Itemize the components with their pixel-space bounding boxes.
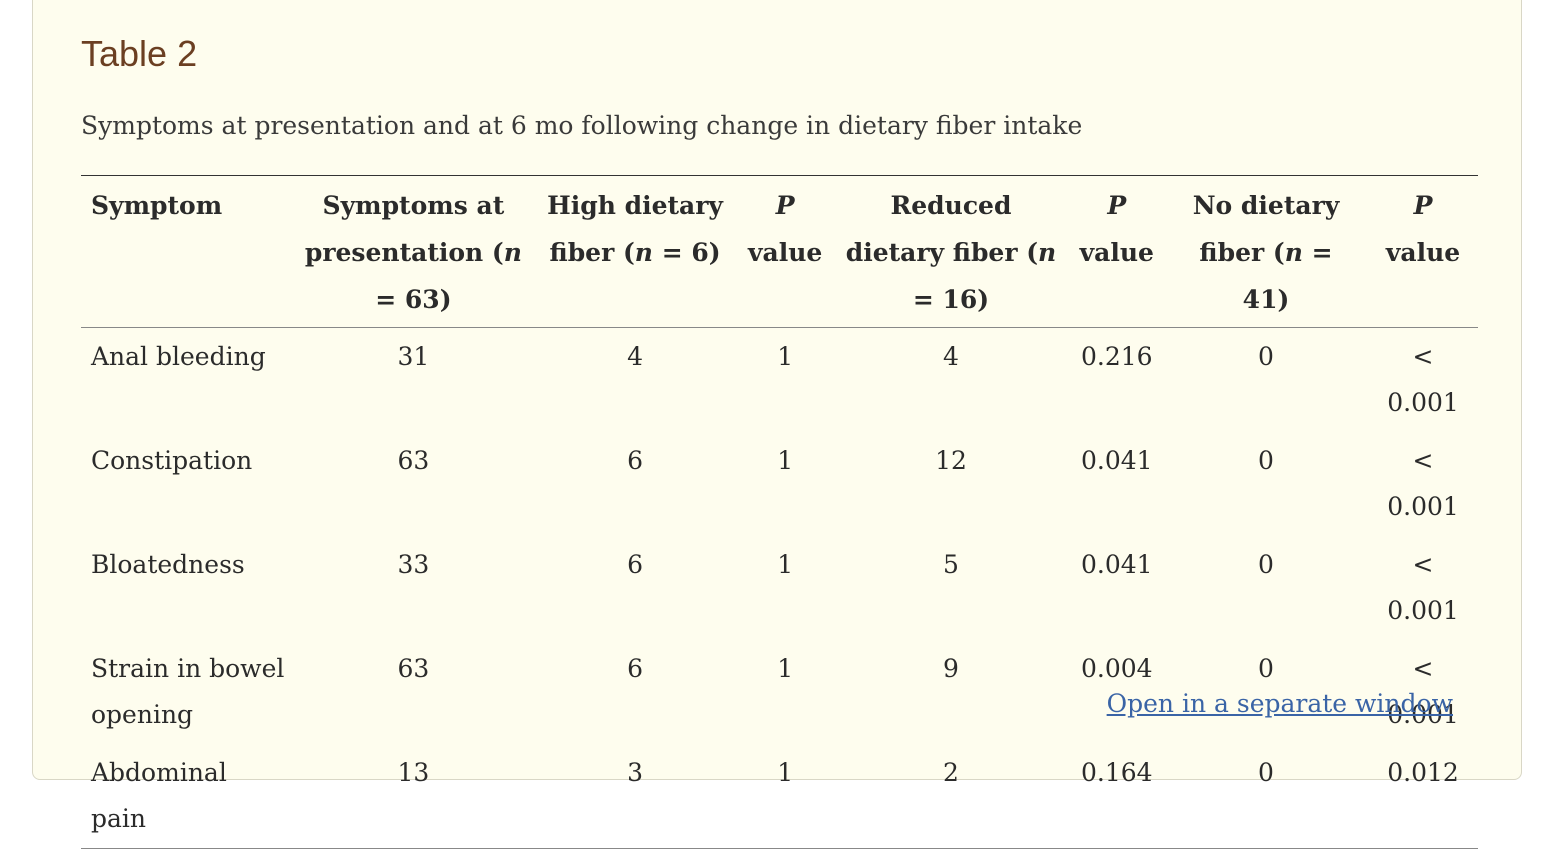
column-header-no-fiber: No dietary fiber (n = 41) [1164, 176, 1368, 328]
table-row: Bloatedness 33 6 1 5 0.041 0 < 0.001 [81, 536, 1478, 640]
table-row: Constipation 63 6 1 12 0.041 0 < 0.001 [81, 432, 1478, 536]
table-row: Abdominal pain 13 3 1 2 0.164 0 0.012 [81, 744, 1478, 849]
column-header-p-value-high: P value [738, 176, 832, 328]
table-cell: 1 [777, 342, 794, 371]
table-panel: Table 2 Symptoms at presentation and at … [32, 0, 1522, 849]
data-table: Symptom Symptoms at presentation (n = 63… [81, 175, 1478, 849]
table-title: Table 2 [81, 33, 198, 74]
column-header-p-value-none: P value [1368, 176, 1478, 328]
table-cell: 0.041 [1081, 446, 1153, 475]
header-row: Symptom Symptoms at presentation (n = 63… [81, 175, 1478, 328]
column-header-high-fiber-text: High dietary fiber (n = 6) [547, 191, 723, 267]
column-header-reduced-fiber: Reduced dietary fiber (n = 16) [832, 176, 1069, 328]
table-cell: Constipation [91, 446, 253, 475]
table-cell: 0.164 [1081, 758, 1153, 787]
table-cell: 0 [1258, 550, 1274, 579]
table-caption: Symptoms at presentation and at 6 mo fol… [81, 111, 1083, 140]
table-cell: 4 [943, 342, 959, 371]
table-cell: < 0.001 [1387, 654, 1459, 729]
table-cell: 2 [943, 758, 959, 787]
table-cell: 0 [1258, 654, 1274, 683]
table-cell: 0.004 [1081, 654, 1153, 683]
table-cell: 0 [1258, 342, 1274, 371]
table-cell: 13 [397, 758, 430, 787]
column-header-symptom: Symptom [91, 191, 223, 220]
column-header-p-value-reduced-text: P value [1079, 191, 1154, 267]
column-header-reduced-fiber-text: Reduced dietary fiber (n = 16) [845, 191, 1057, 314]
table-cell: 63 [397, 446, 430, 475]
table-cell: 31 [397, 342, 430, 371]
column-header-high-fiber: High dietary fiber (n = 6) [532, 176, 738, 328]
table-cell: 0 [1258, 758, 1274, 787]
open-in-separate-window-link[interactable]: Open in a separate window [1106, 689, 1453, 718]
table-cell: 6 [627, 654, 643, 683]
table-cell: 6 [627, 446, 643, 475]
table-cell: 4 [627, 342, 643, 371]
table-cell: 0.041 [1081, 550, 1153, 579]
table-cell: 0.012 [1387, 758, 1459, 787]
table-cell: 1 [777, 654, 794, 683]
column-header-p-value-reduced: P value [1070, 176, 1164, 328]
table-cell: 1 [777, 550, 794, 579]
table-cell: 3 [627, 758, 643, 787]
table-cell: < 0.001 [1387, 550, 1459, 625]
table-cell: 5 [943, 550, 959, 579]
column-header-p-value-high-text: P value [748, 191, 823, 267]
table-cell: 33 [397, 550, 430, 579]
table-cell: 9 [943, 654, 959, 683]
column-header-no-fiber-text: No dietary fiber (n = 41) [1192, 191, 1340, 314]
table-cell: Bloatedness [91, 550, 245, 579]
table-cell: < 0.001 [1387, 446, 1459, 521]
table-cell: 0 [1258, 446, 1274, 475]
table-cell: Anal bleeding [91, 342, 266, 371]
column-header-p-value-none-text: P value [1385, 191, 1461, 267]
table-cell: < 0.001 [1387, 342, 1459, 417]
table-cell: Strain in bowel opening [91, 654, 285, 729]
table-cell: 63 [397, 654, 430, 683]
column-header-presentation-text: Symptoms at presentation (n = 63) [304, 191, 522, 314]
table-cell: 12 [935, 446, 967, 475]
table-row: Strain in bowel opening 63 6 1 9 0.004 0… [81, 640, 1478, 744]
table-cell: 1 [777, 446, 794, 475]
column-header-presentation: Symptoms at presentation (n = 63) [295, 176, 532, 328]
table-row: Anal bleeding 31 4 1 4 0.216 0 < 0.001 [81, 328, 1478, 433]
table-cell: 1 [777, 758, 794, 787]
table-cell: Abdominal pain [91, 758, 227, 833]
table-cell: 6 [627, 550, 643, 579]
table-cell: 0.216 [1081, 342, 1153, 371]
